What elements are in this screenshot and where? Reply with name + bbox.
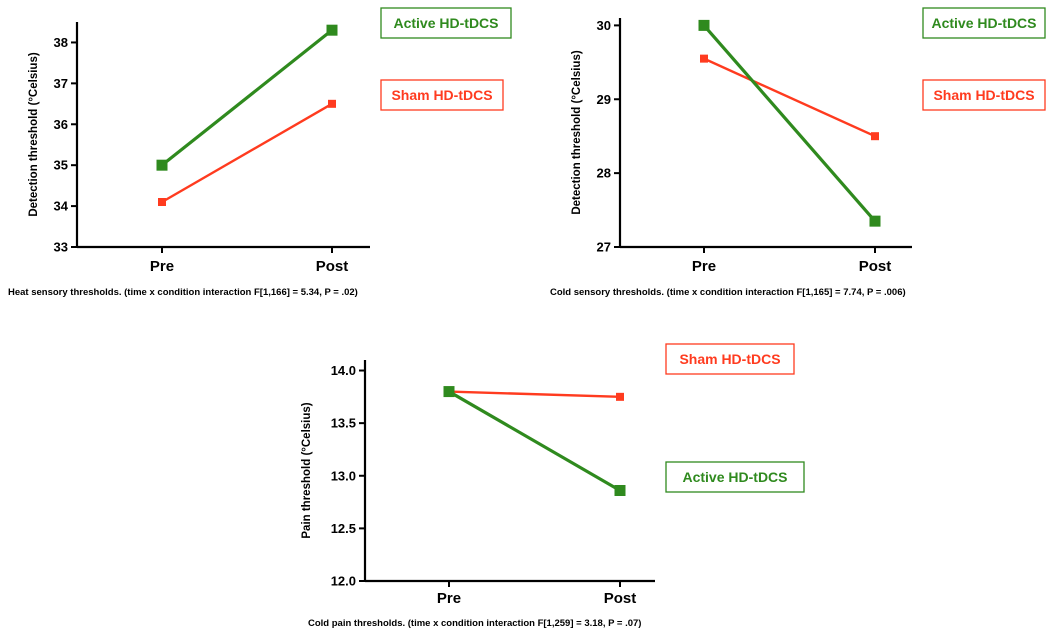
legend-box bbox=[665, 461, 805, 493]
y-axis-title: Detection threshold (°Celsius) bbox=[28, 52, 40, 217]
y-tick-label: 13.5 bbox=[331, 416, 356, 431]
chart-3: 12.0 12.5 13.0 13.5 14.0 Pre Post Pain threshol… bbox=[301, 343, 805, 629]
figure-caption: Heat sensory thresholds. (time x conditi… bbox=[8, 287, 358, 298]
data-point-sham bbox=[700, 54, 708, 63]
y-axis-title: Detection threshold (°Celsius) bbox=[571, 50, 583, 215]
figure-caption: Cold sensory thresholds. (time x conditi… bbox=[550, 287, 906, 298]
y-tick-label: 33 bbox=[54, 240, 68, 255]
legend-label: Active HD-tDCS bbox=[931, 15, 1036, 31]
y-tick-label: 29 bbox=[597, 92, 611, 107]
y-tick-label: 13.0 bbox=[331, 468, 356, 483]
y-axis-title: Pain threshold (°Celsius) bbox=[301, 402, 313, 538]
y-tick-label: 35 bbox=[54, 158, 68, 173]
data-point-active bbox=[614, 484, 626, 496]
data-point-sham bbox=[328, 99, 336, 108]
series-line-sham bbox=[448, 390, 621, 399]
series-line-active bbox=[161, 28, 333, 167]
legend-box bbox=[922, 79, 1046, 111]
series-line-active bbox=[702, 24, 877, 223]
y-tick-label: 30 bbox=[597, 18, 611, 33]
series-line-active bbox=[448, 390, 621, 492]
legend-label: Active HD-tDCS bbox=[393, 15, 498, 31]
legend-box bbox=[380, 79, 504, 111]
legend-box bbox=[665, 343, 795, 375]
data-point-sham bbox=[158, 198, 166, 206]
y-tick-label: 37 bbox=[54, 76, 68, 91]
y-tick-label: 34 bbox=[54, 199, 69, 214]
y-tick-label: 27 bbox=[597, 240, 611, 255]
legend-box bbox=[922, 7, 1046, 39]
data-point-sham bbox=[871, 132, 879, 141]
series-line-sham bbox=[161, 102, 333, 204]
x-tick-label: Pre bbox=[150, 258, 174, 275]
legend-label: Active HD-tDCS bbox=[682, 469, 787, 485]
legend-box bbox=[380, 7, 512, 39]
series-line-sham bbox=[703, 57, 876, 138]
figure-caption: Cold pain thresholds. (time x condition … bbox=[308, 618, 641, 629]
y-tick-label: 12.5 bbox=[331, 521, 356, 536]
data-point-sham bbox=[616, 392, 624, 401]
y-tick-label: 36 bbox=[54, 117, 68, 132]
data-point-active bbox=[869, 215, 881, 227]
x-tick-label: Pre bbox=[437, 590, 461, 607]
x-tick-label: Post bbox=[604, 590, 637, 607]
y-tick-label: 28 bbox=[597, 166, 611, 181]
chart-2: 27 28 29 30 Pre Post Detection threshold (°Cel… bbox=[550, 7, 1046, 298]
data-point-active bbox=[698, 19, 710, 31]
chart-1: 33 34 35 36 37 38 Pre Post Detection threshold (… bbox=[8, 7, 512, 298]
data-point-active bbox=[156, 159, 168, 171]
legend-label: Sham HD-tDCS bbox=[679, 351, 780, 367]
y-tick-label: 12.0 bbox=[331, 574, 356, 589]
x-tick-label: Post bbox=[859, 258, 892, 275]
y-tick-label: 38 bbox=[54, 35, 68, 50]
x-tick-label: Pre bbox=[692, 258, 716, 275]
data-point-active bbox=[443, 386, 455, 398]
x-tick-label: Post bbox=[316, 258, 349, 275]
legend-label: Sham HD-tDCS bbox=[391, 87, 492, 103]
data-point-active bbox=[326, 24, 338, 36]
legend-label: Sham HD-tDCS bbox=[933, 87, 1034, 103]
y-tick-label: 14.0 bbox=[331, 363, 356, 378]
